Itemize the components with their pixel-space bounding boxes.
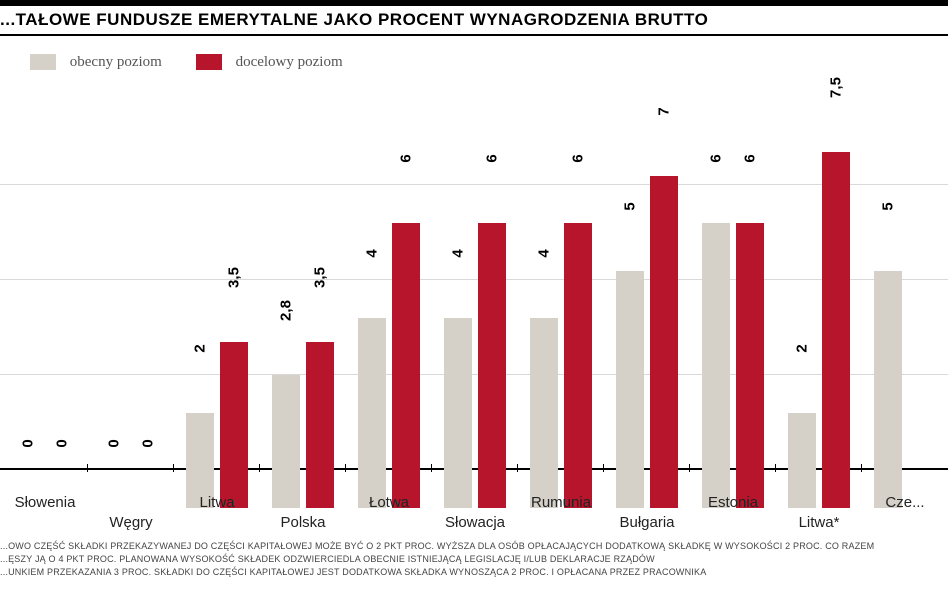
swatch-target [196,54,222,70]
gridline [0,279,948,280]
category-label: Łotwa [346,494,432,511]
footnote-2: ...ĘSZY JĄ O 4 PKT PROC. PLANOWANA WYSOK… [0,553,948,565]
bar-value-label: 0 [54,430,71,458]
plot-area: 00Słowenia00Węgry23,5Litwa2,83,5Polska46… [0,88,948,508]
swatch-current [30,54,56,70]
bar-target [392,223,420,508]
legend-item-current: obecny poziom [30,54,162,71]
bar-value-label: 6 [570,145,587,173]
bar-value-label: 6 [398,145,415,173]
footnote-1: ...OWO CZĘŚĆ SKŁADKI PRZEKAZYWANEJ DO CZ… [0,540,948,552]
bar-value-label: 2,8 [278,297,295,325]
bar-target [306,342,334,508]
bar-value-label: 0 [106,430,123,458]
bar-current [358,318,386,508]
axis-tick [345,464,346,472]
axis-tick [689,464,690,472]
bar-target [736,223,764,508]
bar-value-label: 6 [742,145,759,173]
bar-value-label: 3,5 [226,263,243,291]
axis-tick [603,464,604,472]
top-rule [0,0,948,6]
legend-label-current: obecny poziom [70,54,162,70]
bar-current [272,375,300,508]
bar-current [444,318,472,508]
bar-value-label: 4 [536,240,553,268]
category-label: Węgry [88,514,174,531]
axis-tick [431,464,432,472]
bar-target [650,176,678,509]
bar-value-label: 6 [708,145,725,173]
bar-value-label: 6 [484,145,501,173]
legend-label-target: docelowy poziom [236,54,343,70]
bar-target [564,223,592,508]
category-label: Słowacja [432,514,518,531]
bar-value-label: 7 [656,97,673,125]
legend-item-target: docelowy poziom [196,54,343,71]
bar-current [788,413,816,508]
category-label: Estonia [690,494,776,511]
axis-tick [861,464,862,472]
bar-target [220,342,248,508]
axis-tick [173,464,174,472]
footnote-3: ...UNKIEM PRZEKAZANIA 3 PROC. SKŁADKI DO… [0,566,948,578]
bar-target [478,223,506,508]
axis-tick [775,464,776,472]
bar-current [702,223,730,508]
bar-value-label: 0 [20,430,37,458]
category-label: Litwa [174,494,260,511]
category-label: Litwa* [776,514,862,531]
title-underline [0,34,948,36]
bar-current [616,271,644,509]
bar-value-label: 5 [880,192,897,220]
category-label: Polska [260,514,346,531]
category-label: Rumunia [518,494,604,511]
gridline [0,184,948,185]
bar-value-label: 7,5 [828,73,845,101]
category-label: Cze... [862,494,948,511]
chart-frame: ...TAŁOWE FUNDUSZE EMERYTALNE JAKO PROCE… [0,0,948,593]
bar-value-label: 2 [192,335,209,363]
axis-tick [87,464,88,472]
bar-current [530,318,558,508]
bar-value-label: 0 [140,430,157,458]
bar-current [874,271,902,509]
bar-value-label: 4 [364,240,381,268]
axis-tick [259,464,260,472]
bar-target [822,152,850,508]
category-label: Bułgaria [604,514,690,531]
bar-value-label: 4 [450,240,467,268]
bar-value-label: 2 [794,335,811,363]
category-label: Słowenia [2,494,88,511]
bar-value-label: 5 [622,192,639,220]
legend: obecny poziom docelowy poziom [30,50,343,74]
chart-title: ...TAŁOWE FUNDUSZE EMERYTALNE JAKO PROCE… [0,10,948,30]
bar-value-label: 3,5 [312,263,329,291]
axis-tick [517,464,518,472]
gridline [0,374,948,375]
